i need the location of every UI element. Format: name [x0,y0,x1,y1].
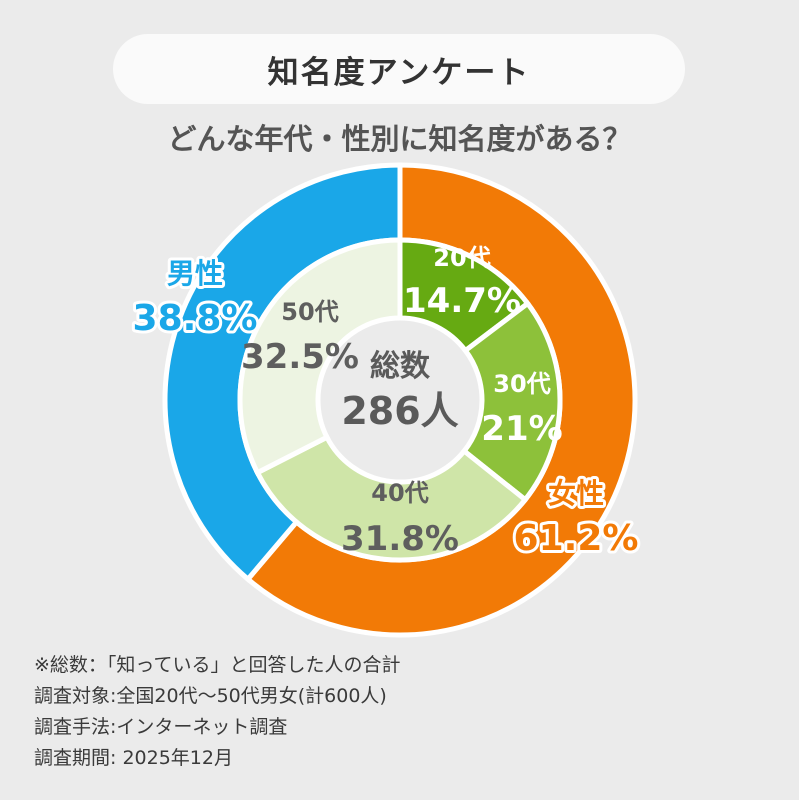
label-40s-value: 31.8% [341,519,459,559]
chart-title: 知名度アンケート [267,54,531,91]
slice-age-30s [460,300,563,504]
slice-labels: 男性 38.8% 女性 61.2% 20代 14.7% 30代 21% 40代 31.8% 50代 3… [130,244,642,562]
label-20s-name: 20代 [433,244,490,272]
footnote-period: 調査期間: 2025年12月 [34,747,233,769]
footnote-target: 調査対象:全国20代～50代男女(計600人) [34,685,387,707]
label-male-name: 男性 [167,257,223,290]
center-total-value: 286人 [341,389,458,433]
chart-subtitle: どんな年代・性別に知名度がある？ [167,122,632,156]
footnote-total: ※総数：「知っている」と回答した人の合計 [34,654,401,676]
title-pill: 知名度アンケート [113,34,685,104]
label-female-name: 女性 [548,477,604,510]
label-20s-value: 14.7% [403,281,521,321]
slice-age-40s [254,433,529,563]
label-30s-value: 21% [481,409,562,449]
label-50s-name: 50代 [281,298,338,326]
label-50s-value: 32.5% [241,337,359,377]
label-40s-name: 40代 [371,479,428,507]
footnote-method: 調査手法:インターネット調査 [34,716,288,738]
label-male-value: 38.8% [133,298,258,339]
age-ring [237,237,563,563]
label-female-value: 61.2% [514,518,639,559]
label-30s-name: 30代 [493,370,550,398]
center-total-label: 総数 [370,349,431,384]
slice-age-50s [237,237,403,477]
